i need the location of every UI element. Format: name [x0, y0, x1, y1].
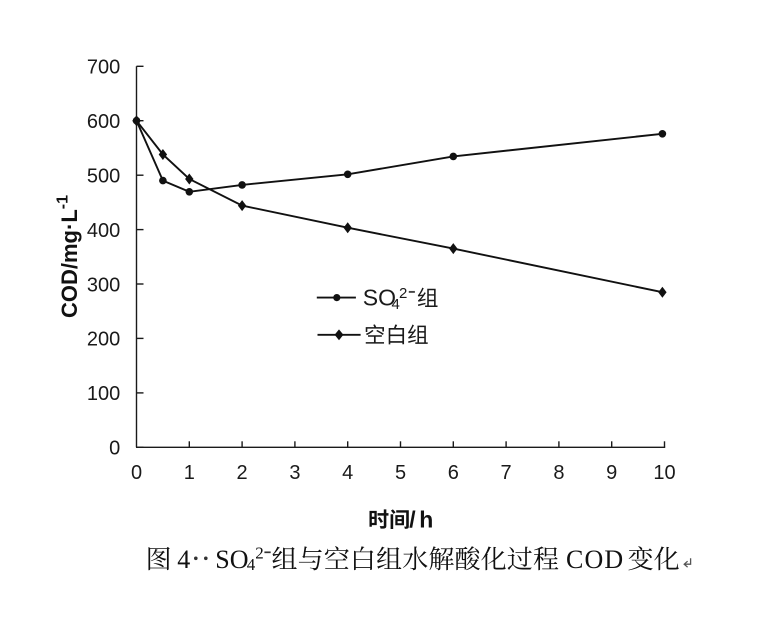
svg-text:10: 10 — [653, 462, 675, 484]
svg-text:4: 4 — [247, 555, 256, 574]
svg-text:400: 400 — [87, 220, 120, 242]
svg-text:0: 0 — [131, 462, 142, 484]
svg-text:1: 1 — [184, 462, 195, 484]
svg-text:9: 9 — [606, 462, 617, 484]
svg-text:SO: SO — [363, 285, 396, 311]
svg-text:200: 200 — [87, 329, 120, 351]
svg-text:4: 4 — [392, 296, 400, 313]
svg-text:3: 3 — [289, 462, 300, 484]
svg-text:6: 6 — [448, 462, 459, 484]
svg-text:700: 700 — [87, 57, 120, 79]
svg-text:COD/mg·L-1: COD/mg·L-1 — [55, 195, 83, 318]
svg-text:2: 2 — [237, 462, 248, 484]
svg-text:100: 100 — [87, 383, 120, 405]
svg-text:5: 5 — [395, 462, 406, 484]
svg-text:600: 600 — [87, 111, 120, 133]
svg-text:2: 2 — [255, 544, 263, 563]
svg-text:COD: COD — [566, 545, 624, 574]
svg-text:4: 4 — [342, 462, 353, 484]
svg-text:300: 300 — [87, 274, 120, 296]
svg-text:8: 8 — [553, 462, 564, 484]
svg-text:0: 0 — [109, 438, 120, 460]
svg-text:7: 7 — [501, 462, 512, 484]
svg-text:SO: SO — [215, 545, 248, 574]
svg-text:4: 4 — [177, 545, 190, 574]
svg-text:500: 500 — [87, 166, 120, 188]
svg-text:2: 2 — [399, 285, 407, 302]
svg-text:h: h — [419, 506, 433, 532]
svg-text:/: / — [409, 506, 416, 532]
